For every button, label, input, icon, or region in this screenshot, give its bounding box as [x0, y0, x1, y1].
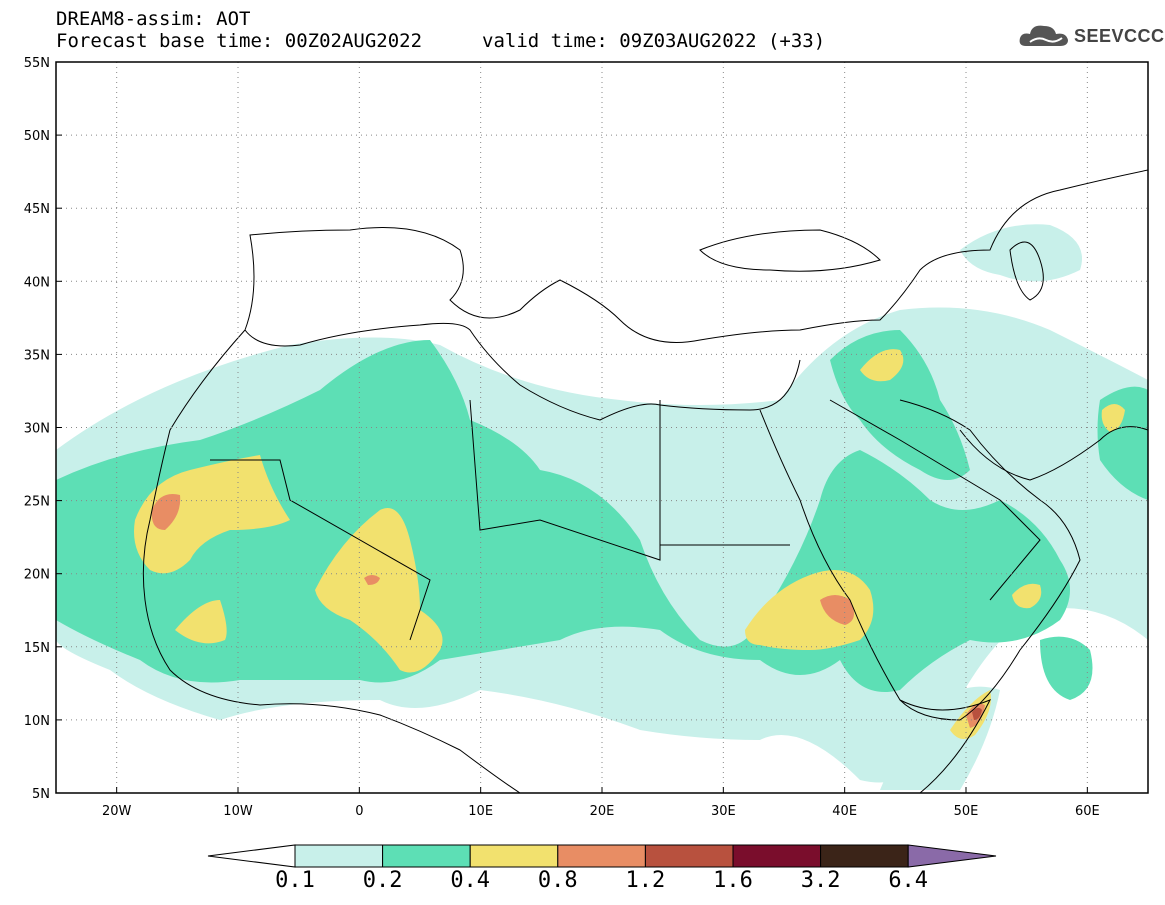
- seevccc-logo: SEEVCCC: [1018, 22, 1165, 50]
- aot-level-0.2-arabia: [1040, 636, 1093, 700]
- lon-label: 60E: [1075, 804, 1100, 819]
- colorbar-level-label: 1.6: [713, 868, 753, 893]
- lat-label: 5N: [32, 787, 50, 802]
- forecast-base-time: Forecast base time: 00Z02AUG2022: [56, 30, 423, 52]
- colorbar-box: [294, 844, 384, 868]
- colorbar-level-label: 6.4: [888, 868, 929, 893]
- colorbar-low-triangle: [207, 844, 296, 868]
- lat-label: 10N: [24, 714, 50, 729]
- aot-level-0.4-mauritania: [134, 455, 290, 574]
- cloud-icon: [1019, 25, 1068, 46]
- colorbar-level-label: 1.2: [625, 868, 666, 893]
- aot-level-0.8-mali: [364, 575, 380, 585]
- aot-level-1.2-somalia: [972, 707, 982, 720]
- lat-label: 30N: [24, 422, 50, 437]
- coastline-horn-of-africa: [899, 699, 992, 793]
- colorbar-level-label: 0.4: [450, 868, 491, 893]
- coastline-persian-gulf: [959, 426, 1148, 481]
- lat-label: 15N: [24, 641, 50, 656]
- coastline-west-africa: [142, 329, 521, 793]
- lat-label: 50N: [24, 129, 50, 144]
- colorbar: [207, 844, 997, 868]
- coastlines: [142, 169, 1148, 793]
- lon-label: 10W: [223, 804, 253, 819]
- border-saudi-arabia: [829, 399, 1041, 601]
- colorbar-box: [557, 844, 646, 868]
- latitude-labels: 55N 50N 45N 40N 35N 30N 25N 20N 15N 10N 5N: [24, 56, 50, 802]
- aot-level-0.1-caspian: [960, 224, 1082, 282]
- lon-label: 40E: [832, 804, 857, 819]
- colorbar-box: [382, 844, 471, 868]
- border-sahel: [210, 459, 431, 641]
- colorbar-box: [820, 844, 909, 868]
- aot-level-0.4-senegal: [175, 600, 227, 644]
- colorbar-level-label: 0.2: [362, 868, 403, 893]
- lat-label: 55N: [24, 56, 50, 71]
- colorbar-high-triangle: [907, 844, 997, 868]
- coastline-europe: [244, 169, 1148, 343]
- border-algeria-libya: [469, 399, 661, 561]
- axis-ticks: [56, 61, 1088, 794]
- longitude-labels: 20W 10W 0 10E 20E 30E 40E 50E 60E: [102, 804, 1100, 819]
- lat-label: 40N: [24, 275, 50, 290]
- gridlines: [56, 62, 1148, 793]
- colorbar-box: [732, 844, 822, 868]
- colorbar-box: [469, 844, 559, 868]
- colorbar-level-label: 0.1: [275, 868, 315, 893]
- lon-label: 30E: [711, 804, 736, 819]
- lat-label: 25N: [24, 495, 50, 510]
- aot-level-0.8-sudan: [820, 595, 854, 625]
- lat-label: 20N: [24, 568, 50, 583]
- logo-text: SEEVCCC: [1074, 25, 1165, 46]
- lon-label: 10E: [468, 804, 493, 819]
- aot-level-0.4-iraq: [860, 349, 904, 382]
- aot-level-0.4-iran: [1101, 404, 1125, 432]
- lon-label: 20W: [102, 804, 132, 819]
- colorbar-level-label: 0.8: [537, 868, 578, 893]
- coastline-caspian-sea: [1009, 241, 1044, 301]
- coastline-red-sea: [759, 399, 1081, 721]
- lon-label: 50E: [954, 804, 979, 819]
- lat-label: 35N: [24, 348, 50, 363]
- colorbar-level-label: 3.2: [800, 868, 841, 893]
- aot-level-0.4-mali: [315, 508, 443, 673]
- aot-level-0.8-mauritania: [151, 494, 181, 530]
- map-title: DREAM8-assim: AOT: [56, 8, 251, 30]
- aot-level-0.4-sudan: [745, 570, 874, 650]
- lat-label: 45N: [24, 202, 50, 217]
- valid-time: valid time: 09Z03AUG2022 (+33): [482, 30, 826, 52]
- lon-label: 0: [355, 804, 363, 819]
- coastline-north-africa: [244, 322, 801, 421]
- coastline-black-sea: [699, 229, 881, 272]
- colorbar-box: [644, 844, 734, 868]
- lon-label: 20E: [590, 804, 615, 819]
- aot-level-0.4-oman: [1012, 583, 1042, 609]
